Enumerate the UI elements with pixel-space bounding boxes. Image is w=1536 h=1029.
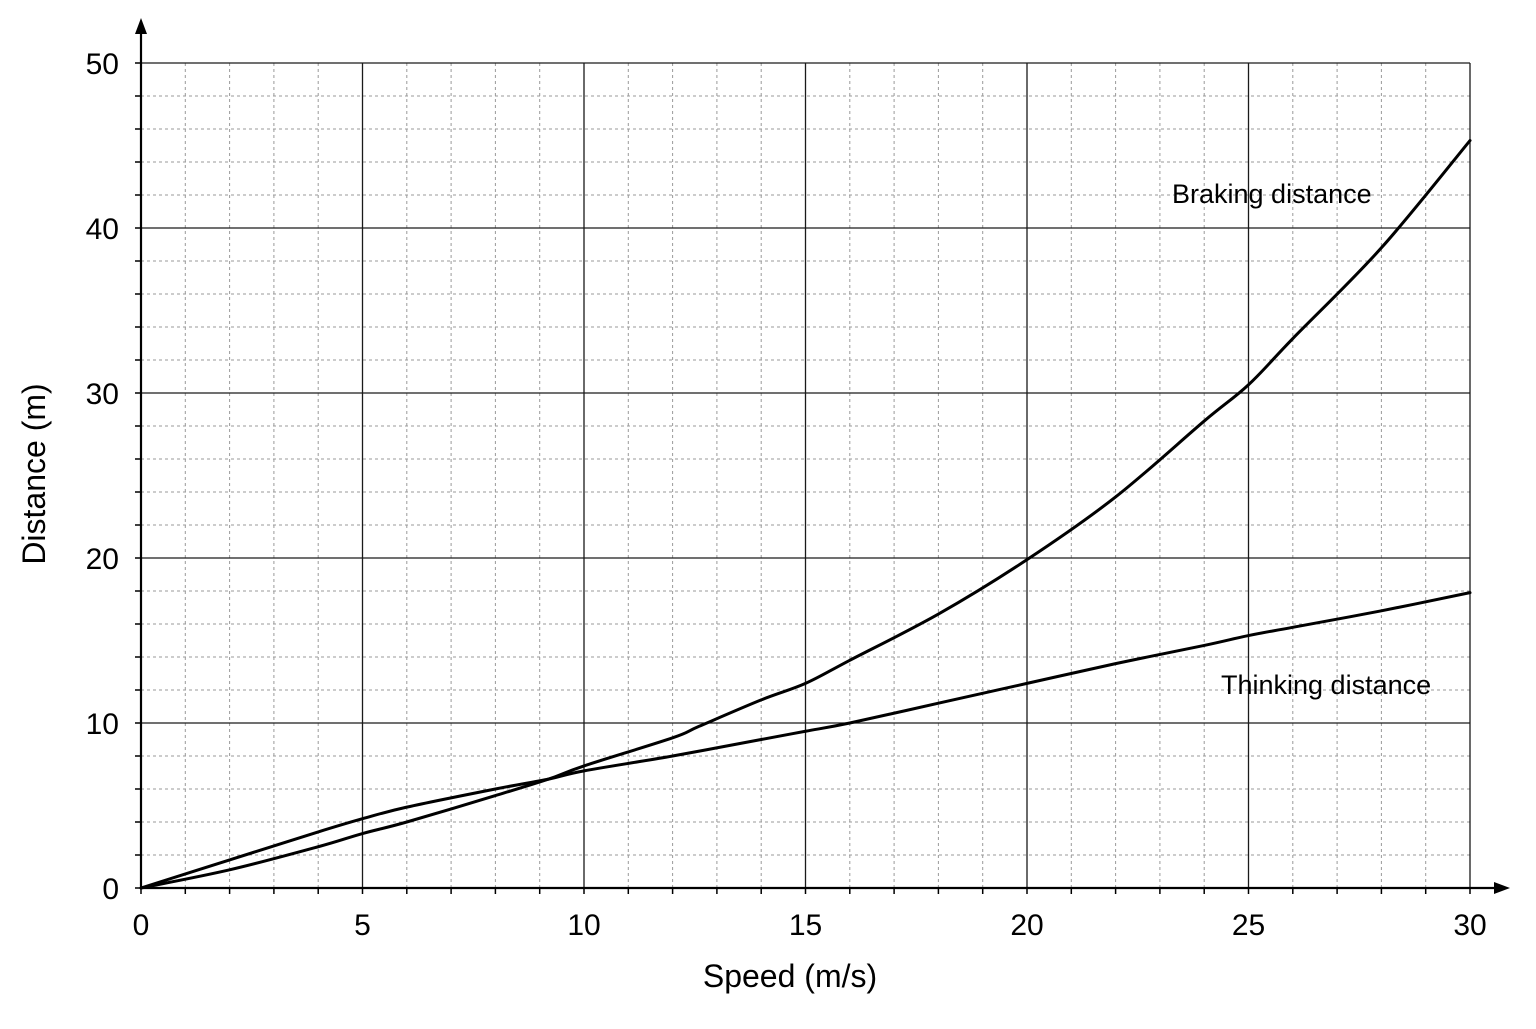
braking-distance-line [139, 139, 1472, 890]
thinking-distance-label: Thinking distance [1221, 670, 1431, 700]
thinking-distance-line [139, 591, 1472, 890]
y-axis-title: Distance (m) [16, 383, 52, 564]
x-tick-label: 30 [1453, 909, 1486, 942]
x-tick-label: 0 [133, 909, 150, 942]
y-tick-label: 30 [86, 378, 119, 411]
series-lines [139, 139, 1472, 890]
x-tick-label: 20 [1010, 909, 1043, 942]
y-tick-label: 10 [86, 708, 119, 741]
x-axis-arrow [1494, 882, 1510, 894]
y-tick-label: 0 [102, 873, 119, 906]
x-tick-label: 10 [567, 909, 600, 942]
y-tick-label: 50 [86, 48, 119, 81]
y-tick-label: 20 [86, 543, 119, 576]
y-tick-label: 40 [86, 213, 119, 246]
y-axis-arrow [135, 18, 147, 34]
braking-distance-label: Braking distance [1172, 179, 1372, 209]
major-gridlines [140, 62, 1471, 889]
axes [135, 18, 1510, 894]
tick-labels: 0 5 10 15 20 25 30 0 10 20 30 40 50 [86, 48, 1487, 942]
x-tick-label: 5 [354, 909, 371, 942]
x-tick-label: 15 [789, 909, 822, 942]
x-axis-title: Speed (m/s) [703, 958, 877, 994]
x-tick-label: 25 [1232, 909, 1265, 942]
